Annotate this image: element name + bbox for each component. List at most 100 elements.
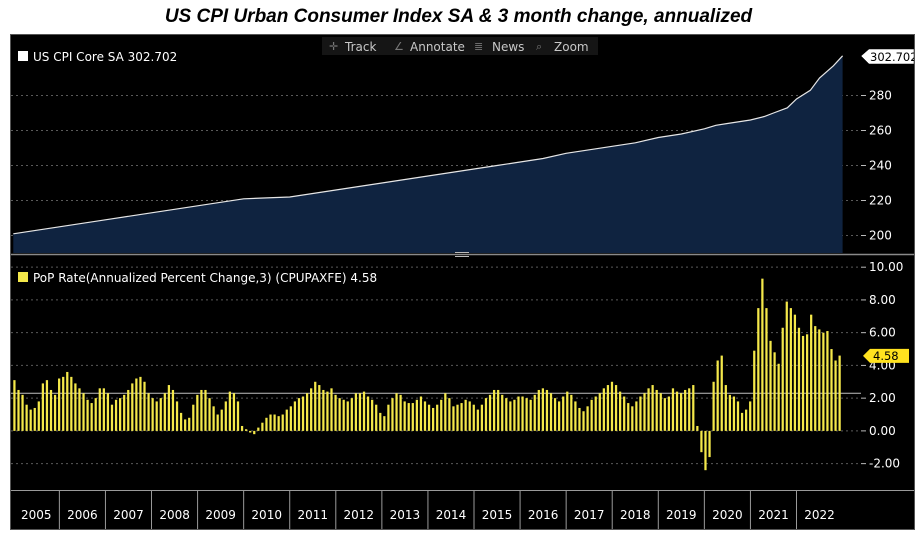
pop-bar	[127, 389, 130, 431]
pop-bar	[208, 398, 211, 431]
pop-bar	[391, 398, 394, 431]
pop-bar	[509, 401, 512, 431]
pop-bar	[574, 401, 577, 431]
pop-bar	[143, 381, 146, 431]
pop-bar	[822, 332, 825, 431]
pop-bar	[757, 308, 760, 431]
bottom-y-tick-label: 8.00	[869, 293, 896, 307]
pop-bar	[696, 425, 699, 431]
cpi-area-fill	[13, 55, 843, 253]
x-tick-label: 2017	[574, 508, 605, 522]
x-tick-label: 2019	[666, 508, 697, 522]
pop-bar	[212, 406, 215, 431]
x-tick-label: 2014	[436, 508, 467, 522]
pop-bar	[736, 401, 740, 431]
news-icon: ≣	[474, 40, 483, 53]
pop-bar	[521, 396, 524, 431]
pop-bar	[708, 430, 711, 458]
pop-bar	[273, 414, 276, 431]
x-tick-label: 2007	[113, 508, 144, 522]
pop-bar	[480, 404, 484, 431]
pop-bar	[517, 396, 520, 431]
annotate-label: Annotate	[410, 40, 465, 54]
pop-bar	[818, 329, 821, 431]
pop-bar	[403, 401, 406, 431]
pop-bar	[94, 398, 97, 431]
pop-bar	[562, 396, 565, 431]
x-tick-label: 2015	[482, 508, 513, 522]
pop-bar	[663, 398, 666, 431]
x-tick-label: 2005	[21, 508, 52, 522]
pop-bar	[781, 327, 784, 431]
pop-bar	[537, 389, 540, 431]
pop-bar	[838, 355, 841, 431]
pop-bar	[78, 388, 81, 431]
pop-bar	[785, 301, 788, 431]
pop-bar	[358, 393, 362, 431]
pop-bar	[797, 327, 801, 431]
pop-bar	[269, 414, 272, 431]
pop-bar	[627, 403, 630, 431]
pop-bar	[179, 412, 183, 431]
pop-bar	[334, 394, 337, 431]
pop-bar	[684, 389, 687, 431]
legend-swatch-cpi	[18, 51, 28, 61]
annotate-button[interactable]: ∠ Annotate	[394, 40, 465, 54]
pop-bar	[362, 391, 366, 431]
pop-bar	[724, 385, 727, 431]
pop-bar	[830, 349, 833, 431]
bottom-legend: PoP Rate(Annualized Percent Change,3) (C…	[18, 271, 377, 285]
pop-bar	[456, 404, 459, 431]
pop-bar	[322, 389, 325, 431]
zoom-label: Zoom	[554, 40, 589, 54]
pop-bar	[240, 425, 244, 431]
track-button[interactable]: ✛ Track	[329, 40, 376, 54]
x-tick-label: 2012	[344, 508, 375, 522]
pop-bar	[476, 409, 479, 431]
pop-bar	[375, 404, 378, 431]
pop-bar	[224, 401, 227, 431]
pop-bar	[505, 398, 508, 431]
pop-bar	[501, 394, 504, 431]
pop-bar	[49, 389, 53, 431]
pop-bar	[159, 398, 162, 431]
pop-bar	[354, 393, 358, 431]
pop-bar	[285, 409, 288, 431]
pop-bar	[732, 396, 736, 431]
pop-bar	[139, 376, 142, 431]
pop-bar	[281, 414, 284, 431]
pop-bar	[188, 417, 191, 431]
bottom-y-tick-label: 0.00	[869, 424, 896, 438]
pop-bar	[472, 404, 475, 431]
pop-bar	[155, 401, 158, 431]
pop-bar	[318, 385, 321, 431]
pop-bar	[805, 334, 809, 431]
pop-bar	[37, 401, 40, 431]
x-tick-label: 2010	[251, 508, 282, 522]
pop-bar	[33, 407, 36, 431]
pop-bar	[610, 381, 614, 431]
top-y-tick-label: 260	[869, 124, 892, 138]
news-button[interactable]: ≣ News	[474, 40, 524, 54]
pop-bar	[679, 393, 683, 431]
pop-bar	[488, 394, 492, 431]
pop-bar	[533, 394, 536, 431]
pop-bar	[147, 393, 150, 431]
pop-bar	[801, 335, 805, 431]
pencil-icon: ∠	[394, 40, 404, 53]
pop-bar	[90, 403, 93, 431]
pop-last-value-marker: 4.58	[863, 348, 909, 363]
x-tick-label: 2021	[758, 508, 789, 522]
panel-divider[interactable]	[11, 252, 914, 257]
legend-cpi: US CPI Core SA 302.702	[33, 50, 177, 64]
chart-canvas: 200 220 240 260 280 US CPI Core SA 302.702 3…	[11, 37, 914, 529]
pop-bar	[716, 360, 719, 431]
pop-bar	[464, 399, 467, 431]
pop-bar	[643, 393, 646, 431]
pop-bar	[513, 399, 516, 431]
pop-bar	[236, 401, 240, 431]
pop-bar	[618, 391, 622, 431]
pop-bar	[350, 398, 353, 431]
zoom-button[interactable]: ⌕ Zoom	[536, 40, 589, 54]
pop-bar	[468, 401, 471, 431]
